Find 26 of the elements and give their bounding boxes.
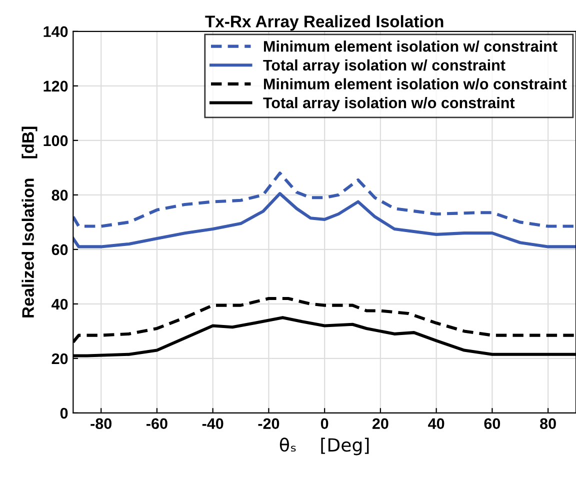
legend-label: Minimum element isolation w/o constraint bbox=[264, 78, 567, 90]
legend-label: Minimum element isolation w/ constraint bbox=[264, 40, 558, 52]
x-axis-title: θₛ [Deg] bbox=[280, 438, 369, 456]
y-axis-title: Realized Isolation [dB] bbox=[22, 126, 38, 318]
legend-label: Total array isolation w/ constraint bbox=[263, 59, 506, 74]
y-tick-label: 140 bbox=[44, 26, 68, 38]
line-series bbox=[73, 172, 576, 228]
line-series bbox=[73, 192, 576, 248]
x-tick-label: -20 bbox=[258, 418, 280, 430]
x-tick-label: -80 bbox=[90, 418, 112, 430]
x-tick-label: -60 bbox=[146, 418, 168, 430]
chart-title: Tx-Rx Array Realized Isolation bbox=[205, 15, 444, 31]
x-tick-label: 60 bbox=[484, 418, 500, 430]
x-tick-label: -40 bbox=[202, 418, 224, 430]
y-tick-label: 100 bbox=[44, 135, 68, 146]
x-tick-label: 20 bbox=[372, 418, 388, 430]
x-tick-label: 80 bbox=[540, 418, 556, 430]
x-tick-label: 40 bbox=[428, 418, 444, 430]
y-tick-label: 20 bbox=[52, 353, 68, 364]
y-tick-label: 80 bbox=[52, 190, 68, 201]
y-tick-label: 40 bbox=[52, 298, 68, 310]
x-tick-label: 0 bbox=[320, 418, 328, 430]
legend-label: Total array isolation w/o constraint bbox=[263, 97, 515, 112]
y-tick-label: 120 bbox=[44, 80, 68, 92]
y-tick-label: 0 bbox=[60, 408, 68, 419]
y-tick-label: 60 bbox=[52, 244, 68, 256]
